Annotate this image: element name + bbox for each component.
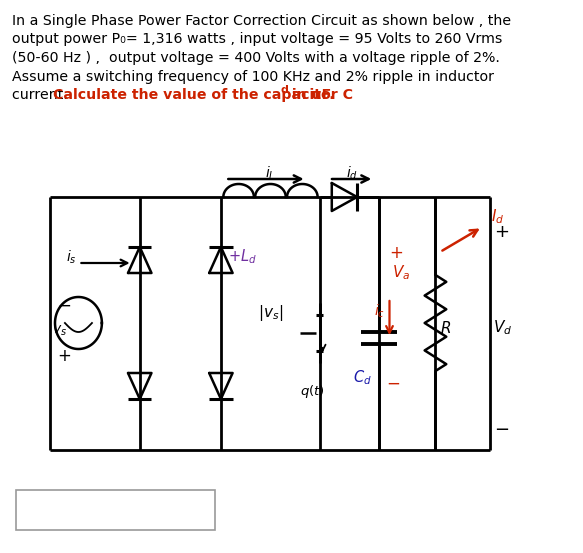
Text: $+$: $+$: [389, 244, 403, 262]
Text: $i_d$: $i_d$: [346, 165, 357, 182]
Text: $I_d$: $I_d$: [491, 207, 505, 226]
Text: In a Single Phase Power Factor Correction Circuit as shown below , the: In a Single Phase Power Factor Correctio…: [12, 14, 511, 28]
Text: d: d: [280, 85, 288, 95]
Text: $q(t)$: $q(t)$: [300, 383, 325, 400]
Text: Assume a switching frequency of 100 KHz and 2% ripple in inductor: Assume a switching frequency of 100 KHz …: [12, 70, 494, 84]
Text: $C_d$: $C_d$: [353, 368, 372, 387]
Text: $-$: $-$: [57, 296, 71, 314]
Text: $V_d$: $V_d$: [493, 319, 512, 337]
Text: $V_a$: $V_a$: [392, 264, 410, 283]
Text: (50-60 Hz ) ,  output voltage = 400 Volts with a voltage ripple of 2%.: (50-60 Hz ) , output voltage = 400 Volts…: [12, 51, 500, 65]
Text: $-$: $-$: [494, 419, 509, 437]
Text: Calculate the value of the capacitor C: Calculate the value of the capacitor C: [53, 88, 353, 102]
Text: $i_L$: $i_L$: [265, 165, 276, 182]
Text: $-$: $-$: [386, 374, 400, 392]
Text: $i_s$: $i_s$: [66, 249, 76, 267]
Bar: [16, 490, 215, 530]
Text: $+ L_d$: $+ L_d$: [228, 247, 257, 265]
Text: $|v_s|$: $|v_s|$: [258, 303, 283, 323]
Text: $v_s$: $v_s$: [52, 324, 68, 338]
Text: output power P₀= 1,316 watts , input voltage = 95 Volts to 260 Vrms: output power P₀= 1,316 watts , input vol…: [12, 33, 502, 46]
Text: in uF.: in uF.: [287, 88, 334, 102]
Text: $R$: $R$: [440, 320, 451, 336]
Text: $+$: $+$: [57, 347, 71, 365]
Text: $i_c$: $i_c$: [374, 303, 385, 320]
Text: $+$: $+$: [494, 223, 509, 241]
Text: current.: current.: [12, 88, 72, 102]
